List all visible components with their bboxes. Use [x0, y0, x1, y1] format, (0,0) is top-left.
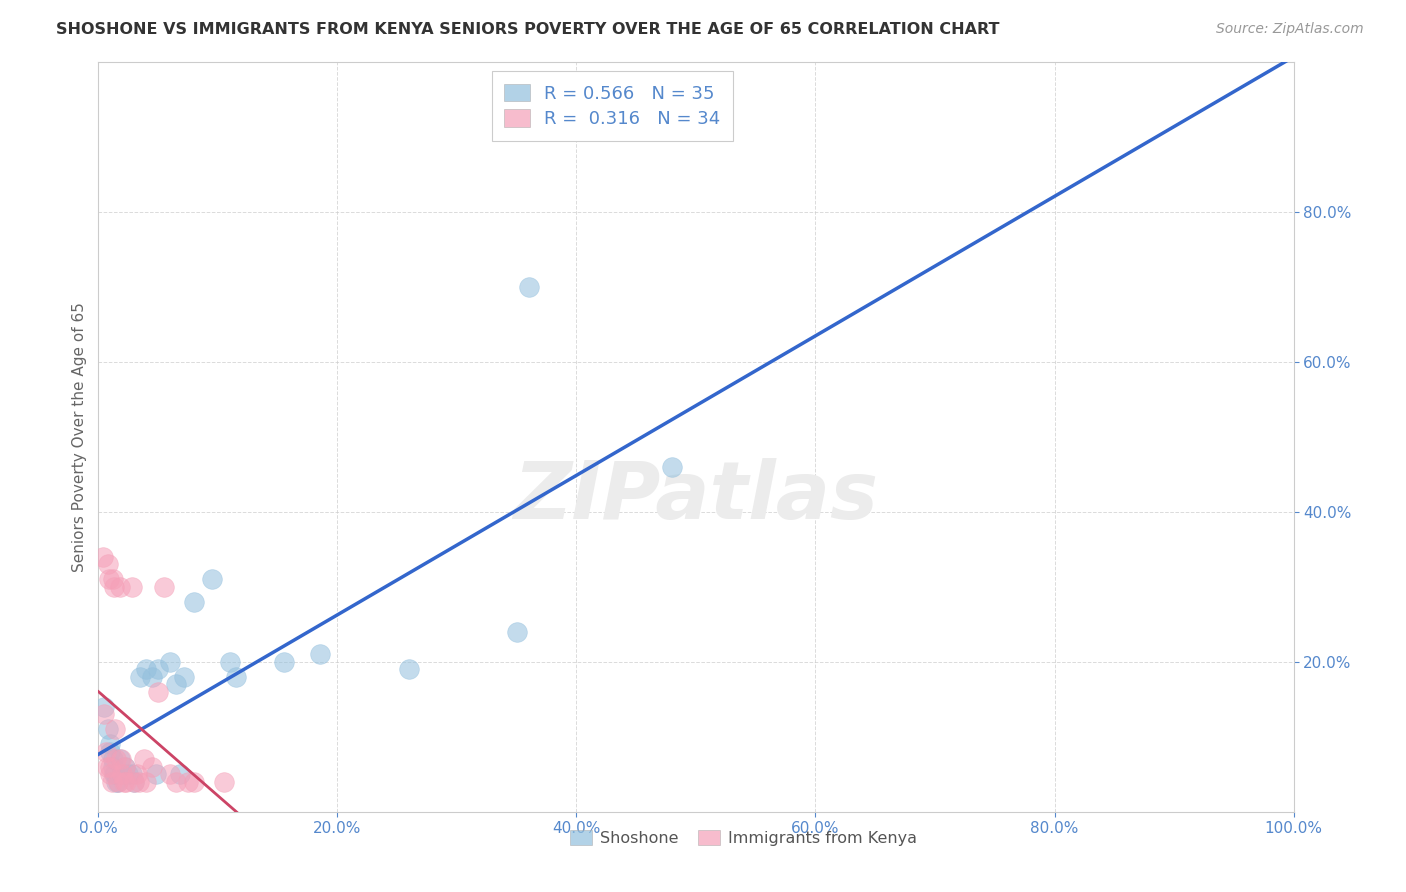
Point: [159, 655, 181, 669]
Point: [141, 670, 163, 684]
Point: [111, 767, 134, 781]
Point: [517, 280, 540, 294]
Point: [103, 580, 125, 594]
Point: [97, 723, 120, 737]
Point: [308, 648, 330, 662]
Point: [105, 774, 128, 789]
Point: [111, 767, 134, 781]
Point: [114, 760, 136, 774]
Point: [100, 774, 122, 789]
Text: Source: ZipAtlas.com: Source: ZipAtlas.com: [1216, 22, 1364, 37]
Point: [98, 573, 121, 587]
Point: [93, 699, 115, 714]
Point: [101, 573, 124, 587]
Y-axis label: Seniors Poverty Over the Age of 65: Seniors Poverty Over the Age of 65: [72, 302, 87, 572]
Point: [148, 662, 170, 676]
Point: [101, 760, 124, 774]
Point: [94, 745, 117, 759]
Point: [117, 767, 139, 781]
Point: [98, 745, 122, 759]
Point: [661, 460, 683, 475]
Point: [108, 580, 131, 594]
Point: [506, 624, 529, 639]
Point: [91, 549, 114, 564]
Point: [121, 580, 143, 594]
Point: [96, 760, 118, 774]
Text: SHOSHONE VS IMMIGRANTS FROM KENYA SENIORS POVERTY OVER THE AGE OF 65 CORRELATION: SHOSHONE VS IMMIGRANTS FROM KENYA SENIOR…: [56, 22, 1000, 37]
Point: [112, 774, 135, 789]
Point: [101, 752, 124, 766]
Point: [93, 707, 115, 722]
Point: [183, 774, 205, 789]
Point: [114, 760, 136, 774]
Point: [98, 767, 122, 781]
Point: [141, 760, 163, 774]
Point: [177, 774, 200, 789]
Point: [135, 774, 157, 789]
Point: [169, 767, 191, 781]
Point: [219, 655, 242, 669]
Point: [165, 774, 187, 789]
Point: [153, 580, 176, 594]
Point: [145, 767, 167, 781]
Point: [129, 670, 152, 684]
Point: [115, 774, 138, 789]
Point: [135, 662, 157, 676]
Point: [107, 774, 129, 789]
Point: [128, 774, 150, 789]
Point: [124, 774, 146, 789]
Text: ZIPatlas: ZIPatlas: [513, 458, 879, 536]
Point: [98, 737, 122, 751]
Legend: Shoshone, Immigrants from Kenya: Shoshone, Immigrants from Kenya: [564, 823, 924, 853]
Point: [104, 767, 127, 781]
Point: [201, 573, 224, 587]
Point: [183, 595, 205, 609]
Point: [398, 662, 420, 676]
Point: [105, 752, 128, 766]
Point: [212, 774, 235, 789]
Point: [273, 655, 295, 669]
Point: [173, 670, 195, 684]
Point: [97, 558, 120, 572]
Point: [159, 767, 181, 781]
Point: [148, 685, 170, 699]
Point: [103, 767, 125, 781]
Point: [125, 767, 148, 781]
Point: [165, 677, 187, 691]
Point: [124, 774, 146, 789]
Point: [225, 670, 247, 684]
Point: [108, 752, 131, 766]
Point: [98, 760, 122, 774]
Point: [132, 752, 155, 766]
Point: [104, 723, 127, 737]
Point: [110, 752, 132, 766]
Point: [121, 767, 143, 781]
Point: [107, 774, 129, 789]
